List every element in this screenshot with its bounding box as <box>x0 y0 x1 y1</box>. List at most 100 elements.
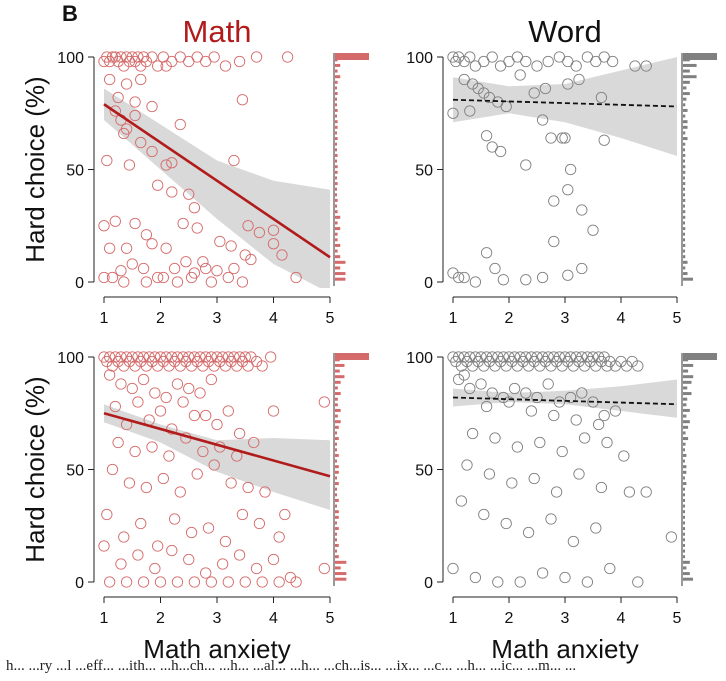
data-point <box>250 355 263 368</box>
data-point <box>171 576 184 588</box>
x-tick-label: 2 <box>505 610 514 627</box>
chart-panel-bottom-right: 0 50 100 1 2 3 4 5 Math anxiety <box>406 350 717 664</box>
histogram-bar <box>683 521 685 525</box>
data-point <box>267 553 280 566</box>
data-point <box>129 445 141 458</box>
data-point <box>200 409 212 422</box>
data-point <box>166 423 178 435</box>
x-tick-label: 1 <box>449 310 458 327</box>
data-point <box>228 154 240 167</box>
histogram-bar <box>335 165 338 169</box>
data-point <box>132 396 144 408</box>
data-point <box>564 391 577 404</box>
histogram-bar <box>335 504 337 508</box>
fit-line <box>452 396 678 406</box>
data-point <box>123 477 136 489</box>
confidence-band <box>104 88 330 288</box>
x-tick-label: 1 <box>100 610 109 627</box>
data-point <box>469 571 482 584</box>
data-point <box>581 576 594 588</box>
y-axis-label: Hard choice (%) <box>20 76 50 262</box>
data-point <box>576 387 588 399</box>
histogram-bar <box>335 425 339 429</box>
histogram-bar <box>683 363 694 367</box>
data-point <box>225 240 237 252</box>
data-point <box>135 73 147 86</box>
data-point <box>118 531 130 543</box>
data-point <box>632 576 644 588</box>
histogram-bar <box>683 249 685 253</box>
histogram-bar <box>683 566 687 570</box>
fit-line <box>452 98 678 108</box>
histogram-bar <box>335 566 341 570</box>
data-point <box>205 276 218 288</box>
data-point <box>486 387 498 399</box>
data-point <box>528 472 540 485</box>
data-point <box>188 576 201 588</box>
data-point <box>245 351 257 363</box>
data-point <box>447 562 459 575</box>
histogram-bar <box>335 63 341 67</box>
data-point <box>106 360 119 372</box>
histogram-bar <box>335 170 338 174</box>
data-point <box>480 400 493 413</box>
data-point <box>548 195 560 207</box>
histogram-bar <box>335 86 337 90</box>
histogram-bar <box>683 397 688 401</box>
histogram-bar <box>335 198 338 202</box>
data-point <box>225 477 237 489</box>
data-point <box>267 224 280 236</box>
data-point <box>595 481 608 494</box>
confidence-band <box>104 404 330 510</box>
histogram-bar <box>335 431 337 435</box>
histogram-bar <box>335 408 341 412</box>
data-point <box>604 562 616 575</box>
data-point <box>239 351 251 363</box>
data-point <box>598 409 610 422</box>
data-point <box>174 360 186 372</box>
data-point <box>550 486 563 498</box>
data-point <box>267 405 280 417</box>
data-point <box>211 418 223 431</box>
data-point <box>166 544 178 557</box>
data-point <box>458 271 470 284</box>
data-point <box>104 369 116 381</box>
data-point <box>104 73 116 86</box>
histogram-bar <box>335 210 338 214</box>
y-tick-label: 100 <box>406 350 433 367</box>
histogram-bar <box>683 238 685 242</box>
data-point <box>180 256 192 268</box>
data-point <box>480 247 493 259</box>
data-point <box>137 373 150 386</box>
data-point <box>160 60 172 72</box>
data-point <box>576 204 588 216</box>
data-point <box>129 109 141 122</box>
histogram-bar <box>683 86 687 90</box>
data-point <box>231 360 243 372</box>
histogram-bar <box>683 75 697 79</box>
histogram-bar <box>335 577 347 581</box>
chart-panel-top-left: Math 0 50 100 1 2 3 4 5 Hard choice (%) <box>20 14 369 327</box>
data-point <box>171 378 184 390</box>
data-point <box>146 145 158 158</box>
data-point <box>236 276 249 288</box>
data-point <box>149 387 161 399</box>
y-axis-label: Hard choice (%) <box>20 376 50 562</box>
histogram-bar <box>683 125 688 129</box>
histogram-bar <box>335 137 338 141</box>
chart-panel-bottom-left: 0 50 100 1 2 3 4 5 Hard choice (%) Math anxiety <box>20 350 369 664</box>
panel-label: B <box>62 1 78 26</box>
data-point <box>177 217 189 230</box>
histogram-bar <box>683 527 685 531</box>
data-point <box>570 414 582 426</box>
data-point <box>185 360 198 372</box>
data-point <box>106 51 119 63</box>
confidence-band <box>453 379 677 418</box>
x-axis-label: Math anxiety <box>491 634 638 664</box>
y-tick-label: 50 <box>66 163 84 180</box>
data-point <box>290 576 302 588</box>
histogram-bar <box>335 532 337 536</box>
data-point <box>556 132 568 144</box>
data-point <box>461 459 473 471</box>
data-point <box>245 253 257 266</box>
